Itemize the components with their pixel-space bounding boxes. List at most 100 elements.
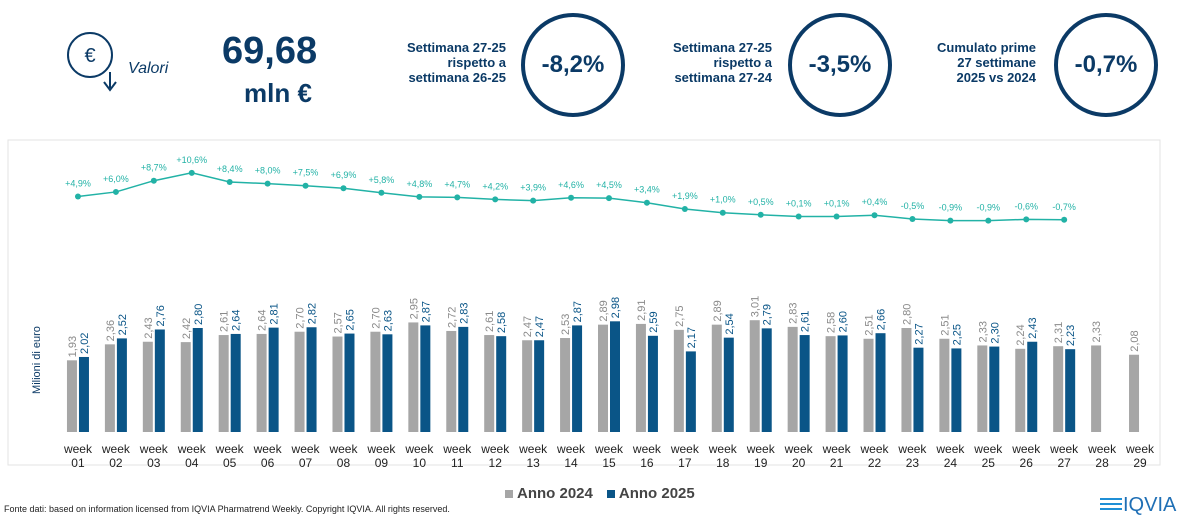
trend-label: -0,7% — [1052, 202, 1076, 212]
bar — [408, 322, 419, 432]
value-label: 2,79 — [762, 304, 774, 325]
trend-label: +6,9% — [331, 170, 357, 180]
value-label: 2,30 — [989, 322, 1001, 343]
bar — [154, 329, 165, 432]
value-label: 2,83 — [788, 302, 800, 323]
bar — [799, 335, 810, 432]
value-label: 2,89 — [598, 300, 610, 321]
bar — [787, 326, 798, 432]
x-tick-label: week 15 — [594, 442, 623, 470]
x-tick-label: week 22 — [860, 442, 889, 470]
trend-point — [985, 217, 992, 224]
x-tick-label: week 18 — [708, 442, 737, 470]
trend-label: +8,7% — [141, 163, 167, 173]
trend-point — [112, 188, 119, 195]
value-label: 2,91 — [636, 299, 648, 320]
trend-point — [681, 205, 688, 212]
x-tick-label: week 13 — [519, 442, 548, 470]
x-tick-label: week 27 — [1050, 442, 1079, 470]
x-tick-label: week 06 — [253, 442, 282, 470]
legend: Anno 2024 Anno 2025 — [505, 485, 695, 502]
bar — [1065, 349, 1076, 432]
value-label: 2,66 — [876, 309, 888, 330]
x-tick-label: week 26 — [1012, 442, 1041, 470]
bar — [230, 333, 241, 432]
legend-swatch — [606, 489, 615, 498]
bar — [534, 340, 545, 432]
trend-point — [188, 169, 195, 176]
bar — [977, 345, 988, 432]
trend-label: +0,5% — [748, 197, 774, 207]
x-tick-label: week 17 — [670, 442, 699, 470]
bar — [66, 360, 77, 432]
x-tick-label: week 14 — [557, 442, 586, 470]
kpi-value: -3,5% — [788, 13, 892, 117]
bar — [863, 338, 874, 432]
bar — [522, 340, 533, 432]
x-tick-label: week 28 — [1088, 442, 1117, 470]
value-label: 2,51 — [939, 314, 951, 335]
value-label: 2,33 — [1091, 321, 1103, 342]
value-label: 2,51 — [864, 314, 876, 335]
bar — [951, 348, 962, 432]
bar — [761, 328, 772, 432]
value-label: 2,59 — [648, 311, 660, 332]
bar — [723, 337, 734, 432]
value-label: 2,58 — [496, 312, 508, 333]
trend-point — [378, 189, 385, 196]
trend-point — [74, 193, 81, 200]
value-label: 2,47 — [522, 316, 534, 337]
legend-label: Anno 2024 — [517, 485, 593, 502]
kpi-value: -0,7% — [1054, 13, 1158, 117]
trend-label: +0,1% — [786, 198, 812, 208]
value-label: 2,80 — [901, 304, 913, 325]
trend-label: +4,8% — [406, 179, 432, 189]
trend-label: -0,9% — [977, 203, 1001, 213]
value-label: 2,75 — [674, 305, 686, 326]
value-label: 2,80 — [193, 304, 205, 325]
value-label: 2,70 — [295, 307, 307, 328]
trend-point — [150, 177, 157, 184]
bar — [749, 320, 760, 432]
bar — [572, 325, 583, 432]
x-tick-label: week 29 — [1126, 442, 1155, 470]
bar — [610, 321, 620, 432]
trend-label: +6,0% — [103, 174, 129, 184]
logo-mark — [1100, 498, 1122, 510]
bar — [458, 326, 469, 432]
value-label: 2,24 — [1015, 324, 1027, 345]
trend-point — [833, 213, 840, 220]
value-label: 1,93 — [67, 336, 79, 357]
x-tick-label: week 08 — [329, 442, 358, 470]
trend-point — [454, 194, 461, 201]
x-tick-label: week 19 — [746, 442, 775, 470]
bar — [1015, 348, 1026, 432]
value-label: 2,27 — [913, 323, 925, 344]
bar — [484, 335, 495, 432]
bar — [598, 324, 608, 432]
bar — [635, 323, 646, 432]
logo: IQVIA — [1123, 494, 1177, 516]
bar — [989, 346, 1000, 432]
value-label: 2,89 — [712, 300, 724, 321]
bar — [104, 344, 115, 432]
x-tick-label: week 20 — [784, 442, 813, 470]
legend-label: Anno 2025 — [618, 485, 695, 502]
trend-label: +4,9% — [65, 179, 91, 189]
value-label: 2,64 — [257, 310, 269, 331]
value-label: 2,43 — [143, 317, 155, 338]
legend-item: Anno 2025 — [606, 485, 695, 502]
bar — [939, 338, 950, 432]
value-label: 2,95 — [408, 298, 420, 319]
kpi-label: Settimana 27-25 rispetto a settimana 27-… — [673, 40, 772, 85]
bar — [256, 333, 267, 432]
value-label: 2,87 — [420, 301, 432, 322]
value-label: 2,61 — [800, 311, 812, 332]
trend-label: +5,8% — [369, 175, 395, 185]
bar — [116, 338, 127, 432]
trend-point — [492, 196, 499, 203]
trend-label: +7,5% — [293, 168, 319, 178]
value-label: 3,01 — [750, 296, 762, 317]
value-label: 2,17 — [686, 327, 698, 348]
